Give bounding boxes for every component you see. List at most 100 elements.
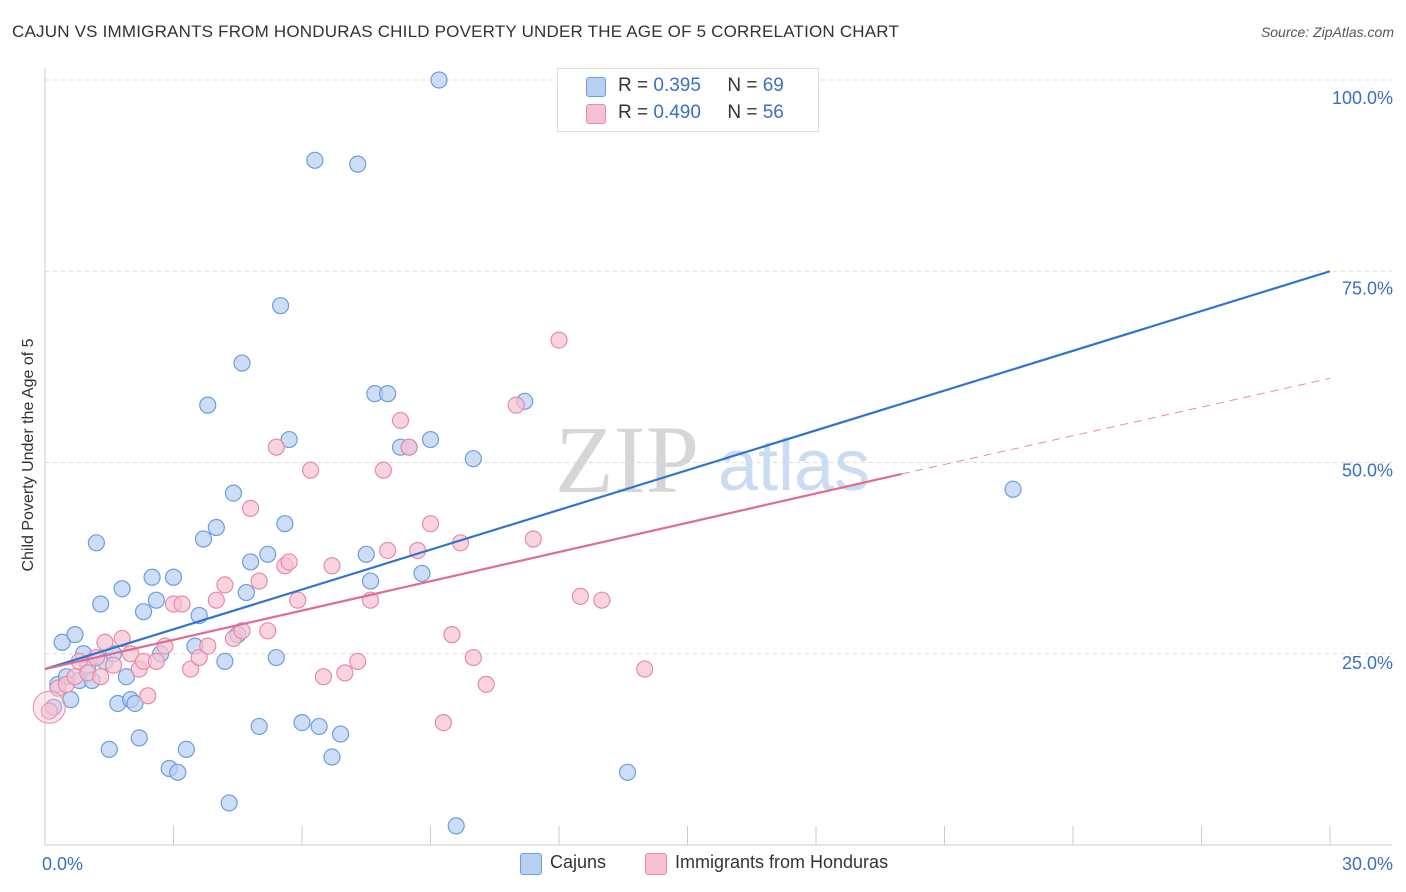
point-honduras-44 bbox=[421, 515, 440, 533]
point-cajuns-48 bbox=[306, 151, 324, 169]
y-tick-label-1: 50.0% bbox=[1342, 461, 1393, 481]
point-honduras-35 bbox=[323, 557, 341, 575]
y-tick-label-0: 25.0% bbox=[1342, 653, 1393, 673]
point-cajuns-63 bbox=[464, 450, 482, 468]
point-honduras-36 bbox=[336, 664, 354, 682]
point-honduras-15 bbox=[147, 652, 165, 671]
point-cajuns-38 bbox=[233, 354, 251, 372]
y-tick-label-3: 100.0% bbox=[1332, 88, 1393, 108]
point-honduras-23 bbox=[216, 576, 234, 594]
point-honduras-18 bbox=[173, 595, 191, 613]
point-honduras-55 bbox=[636, 660, 654, 678]
point-honduras-50 bbox=[507, 396, 525, 414]
point-cluster-origin bbox=[32, 690, 66, 724]
point-honduras-53 bbox=[571, 587, 590, 605]
trend-line-honduras bbox=[44, 472, 902, 671]
bottom-legend-swatch-cajuns bbox=[520, 853, 542, 875]
point-cajuns-52 bbox=[349, 155, 367, 173]
point-cajuns-20 bbox=[130, 729, 148, 747]
point-cajuns-36 bbox=[224, 484, 243, 502]
point-cajuns-17 bbox=[117, 668, 135, 686]
legend-swatch-honduras bbox=[586, 104, 606, 124]
point-cajuns-62 bbox=[447, 817, 465, 835]
point-honduras-28 bbox=[259, 622, 277, 640]
point-cajuns-10 bbox=[87, 534, 106, 552]
point-cajuns-42 bbox=[259, 545, 277, 563]
point-cajuns-19 bbox=[126, 694, 144, 713]
point-honduras-31 bbox=[280, 553, 298, 571]
point-honduras-33 bbox=[301, 461, 320, 479]
chart-title: CAJUN VS IMMIGRANTS FROM HONDURAS CHILD … bbox=[12, 22, 900, 41]
point-honduras-14 bbox=[139, 687, 157, 705]
point-honduras-52 bbox=[550, 331, 568, 349]
point-cajuns-50 bbox=[323, 748, 341, 766]
tick-labels: 0.0% 30.0% 25.0% 50.0% 75.0% 100.0% bbox=[42, 88, 1393, 874]
point-honduras-32 bbox=[289, 591, 307, 609]
point-honduras-20 bbox=[190, 648, 208, 667]
point-cajuns-60 bbox=[421, 430, 440, 449]
point-cajuns-21 bbox=[134, 603, 153, 621]
point-cajuns-41 bbox=[250, 717, 268, 736]
point-cajuns-44 bbox=[271, 297, 290, 315]
axes bbox=[44, 68, 1392, 846]
point-cajuns-61 bbox=[430, 71, 448, 89]
point-cajuns-53 bbox=[357, 545, 375, 563]
point-cajuns-2 bbox=[53, 633, 71, 651]
point-cajuns-46 bbox=[280, 430, 298, 449]
point-cajuns-13 bbox=[100, 740, 118, 758]
point-cajuns-65 bbox=[618, 763, 637, 781]
point-cajuns-35 bbox=[220, 794, 238, 812]
bottom-legend-label-honduras: Immigrants from Honduras bbox=[675, 852, 889, 872]
point-honduras-39 bbox=[374, 461, 392, 479]
watermark-zip: ZIP bbox=[555, 406, 699, 513]
point-honduras-46 bbox=[443, 626, 461, 644]
data-points bbox=[32, 71, 1022, 835]
point-cajuns-16 bbox=[113, 580, 131, 598]
point-cajuns-56 bbox=[379, 385, 397, 403]
point-cajuns-22 bbox=[143, 568, 161, 586]
point-honduras-37 bbox=[349, 652, 367, 671]
point-honduras-42 bbox=[400, 438, 418, 456]
point-cajuns-47 bbox=[293, 713, 311, 732]
legend-r-label: R = bbox=[618, 75, 649, 96]
point-honduras-9 bbox=[104, 656, 123, 674]
point-cajuns-27 bbox=[169, 763, 187, 781]
point-cajuns-54 bbox=[361, 572, 380, 590]
point-honduras-45 bbox=[434, 713, 452, 732]
point-cajuns-31 bbox=[194, 530, 213, 548]
point-cajuns-51 bbox=[331, 725, 350, 743]
point-honduras-29 bbox=[267, 438, 285, 456]
point-cajuns-40 bbox=[242, 553, 260, 571]
watermark-atlas: atlas bbox=[718, 426, 870, 506]
point-cajuns-34 bbox=[216, 652, 234, 671]
point-honduras-7 bbox=[92, 668, 110, 686]
point-honduras-27 bbox=[250, 572, 268, 590]
point-cajuns-32 bbox=[199, 396, 217, 414]
point-honduras-51 bbox=[524, 530, 542, 548]
point-honduras-26 bbox=[242, 499, 260, 517]
point-cajuns-28 bbox=[177, 740, 195, 758]
point-cajuns-66 bbox=[1004, 480, 1022, 498]
legend-n-label: N = bbox=[727, 75, 758, 96]
point-honduras-40 bbox=[379, 541, 397, 560]
point-cajuns-43 bbox=[267, 648, 285, 667]
point-honduras-54 bbox=[593, 591, 611, 609]
point-honduras-10 bbox=[113, 629, 131, 648]
stats-legend: R = 0.395 N = 69 R = 0.490 N = 56 bbox=[557, 68, 819, 132]
trend-line-honduras-extension bbox=[901, 377, 1331, 475]
point-cajuns-11 bbox=[92, 595, 110, 613]
legend-n-value-honduras: 56 bbox=[762, 102, 784, 123]
point-honduras-21 bbox=[199, 637, 217, 655]
legend-n-label: N = bbox=[727, 102, 758, 123]
legend-swatch-cajuns bbox=[586, 77, 606, 97]
y-tick-label-2: 75.0% bbox=[1342, 278, 1393, 298]
x-tick-label-right: 30.0% bbox=[1342, 854, 1393, 874]
legend-r-value-cajuns: 0.395 bbox=[653, 75, 701, 96]
trend-line-cajuns bbox=[44, 270, 1331, 671]
point-honduras-25 bbox=[233, 622, 251, 640]
x-tick-label-left: 0.0% bbox=[42, 854, 83, 874]
point-honduras-48 bbox=[464, 648, 482, 667]
point-honduras-41 bbox=[391, 411, 410, 430]
point-honduras-22 bbox=[207, 591, 225, 609]
legend-r-value-honduras: 0.490 bbox=[653, 102, 701, 123]
